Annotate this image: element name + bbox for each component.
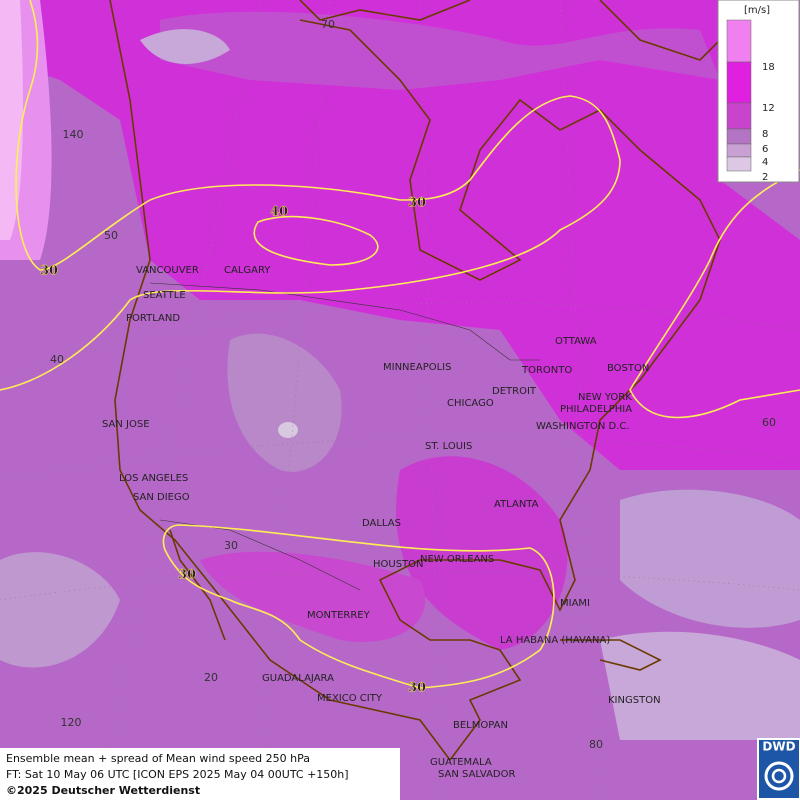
city-label: DETROIT [492, 386, 537, 397]
footer-copyright: ©2025 Deutscher Wetterdienst [6, 784, 200, 797]
graticule-label: 50 [104, 229, 118, 242]
legend-swatch [726, 19, 752, 63]
graticule-label: 30 [224, 539, 238, 552]
city-label: DALLAS [362, 518, 401, 529]
city-label: SEATTLE [143, 290, 186, 301]
city-label: OTTAWA [555, 336, 597, 347]
wind-fields [0, 0, 800, 740]
legend-label: 4 [762, 157, 768, 168]
city-label: CHICAGO [447, 398, 494, 409]
city-label: WASHINGTON D.C. [536, 421, 630, 432]
graticule-label: 20 [204, 671, 218, 684]
city-label: CALGARY [224, 265, 271, 276]
graticule-label: 140 [63, 128, 84, 141]
legend-swatch [726, 128, 752, 145]
isotachs [0, 0, 800, 689]
city-label: BELMOPAN [453, 720, 508, 731]
legend-swatch [726, 156, 752, 172]
city-label: MEXICO CITY [317, 693, 383, 704]
footer-forecast-time: FT: Sat 10 May 06 UTC [ICON EPS 2025 May… [6, 768, 349, 781]
city-label: LA HABANA (HAVANA) [500, 635, 610, 646]
city-label: KINGSTON [608, 695, 661, 706]
legend-swatch [726, 102, 752, 130]
footer-box [0, 748, 400, 800]
graticule-label: 60 [762, 416, 776, 429]
city-label: GUATEMALA [430, 757, 492, 768]
logo-swirl [764, 761, 794, 791]
city-label: NEW ORLEANS [420, 554, 494, 565]
isotach-label: 30 [408, 681, 426, 696]
city-label: MIAMI [560, 598, 590, 609]
legend: [m/s] 18 12 8 6 4 2 [717, 0, 800, 183]
city-label: BOSTON [607, 363, 649, 374]
city-label: MINNEAPOLIS [383, 362, 451, 373]
city-label: PORTLAND [126, 313, 180, 324]
legend-label: 2 [762, 172, 768, 183]
coastlines [109, 0, 721, 762]
footer-title: Ensemble mean + spread of Mean wind spee… [6, 752, 310, 765]
legend-swatch [726, 143, 752, 158]
city-label: SAN SALVADOR [438, 769, 515, 780]
city-label: ST. LOUIS [425, 441, 472, 452]
graticule-label: 80 [589, 738, 603, 751]
labels: VANCOUVER CALGARY SEATTLE PORTLAND MINNEAPOL… [40, 18, 776, 780]
isotach-label: 30 [40, 264, 58, 279]
city-label: GUADALAJARA [262, 673, 334, 684]
legend-label: 18 [762, 62, 775, 73]
legend-label: 6 [762, 144, 768, 155]
isotach-label: 40 [270, 205, 288, 220]
logo-swirl-inner [771, 768, 787, 784]
isotach-label: 30 [178, 568, 196, 583]
legend-label: 8 [762, 129, 768, 140]
city-label: LOS ANGELES [119, 473, 188, 484]
dwd-logo: DWD [757, 738, 800, 800]
city-label: MONTERREY [307, 610, 371, 621]
city-label: HOUSTON [373, 559, 424, 570]
graticule-label: 70 [321, 18, 335, 31]
footer: Ensemble mean + spread of Mean wind spee… [0, 748, 400, 800]
isotach-label: 30 [408, 196, 426, 211]
city-label: SAN JOSE [102, 419, 150, 430]
city-label: NEW YORK [578, 392, 632, 403]
legend-unit: [m/s] [744, 5, 770, 16]
city-label: PHILADELPHIA [560, 404, 632, 415]
graticule-label: 40 [50, 353, 64, 366]
city-label: TORONTO [521, 365, 572, 376]
city-label: ATLANTA [494, 499, 539, 510]
city-label: SAN DIEGO [133, 492, 190, 503]
legend-label: 12 [762, 103, 775, 114]
graticule-label: 120 [61, 716, 82, 729]
legend-swatch [726, 61, 752, 104]
logo-text: DWD [762, 740, 795, 754]
city-label: VANCOUVER [136, 265, 199, 276]
